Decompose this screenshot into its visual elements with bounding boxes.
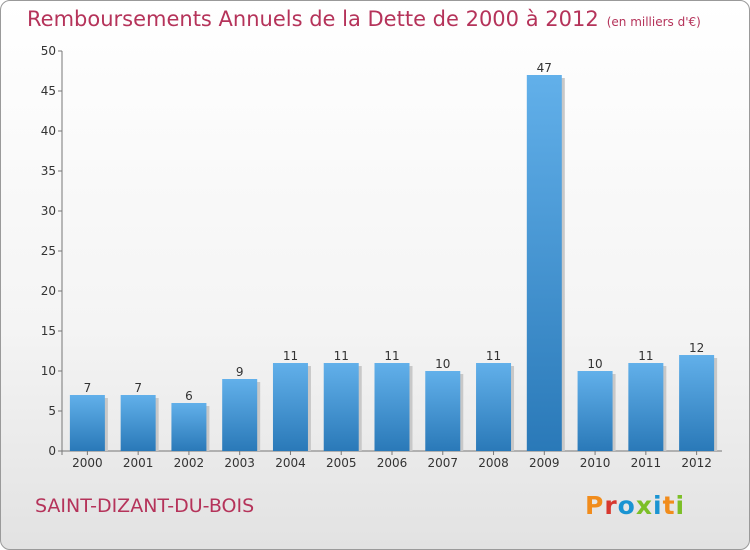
bar-2001 bbox=[120, 395, 156, 451]
x-tick-label: 2011 bbox=[631, 456, 662, 470]
x-tick-label: 2000 bbox=[72, 456, 103, 470]
y-tick-label: 30 bbox=[41, 204, 56, 218]
x-tick-label: 2006 bbox=[377, 456, 408, 470]
y-tick-label: 0 bbox=[48, 444, 56, 458]
chart-title-text: Remboursements Annuels de la Dette de 20… bbox=[27, 7, 599, 31]
bar-2004 bbox=[272, 363, 308, 451]
bar-2011 bbox=[628, 363, 664, 451]
place-name: SAINT-DIZANT-DU-BOIS bbox=[35, 495, 255, 517]
x-tick-label: 2009 bbox=[529, 456, 560, 470]
bar-2006 bbox=[374, 363, 410, 451]
chart-title: Remboursements Annuels de la Dette de 20… bbox=[27, 7, 701, 31]
x-tick-label: 2012 bbox=[681, 456, 712, 470]
bar-2005 bbox=[323, 363, 359, 451]
logo-letter: r bbox=[604, 491, 618, 520]
data-label-2009: 47 bbox=[537, 61, 552, 75]
data-label-2004: 11 bbox=[283, 349, 298, 363]
data-label-2007: 10 bbox=[435, 357, 450, 371]
data-label-2000: 7 bbox=[84, 381, 92, 395]
logo-letter: i bbox=[675, 491, 686, 520]
y-tick-label: 15 bbox=[41, 324, 56, 338]
y-tick-label: 35 bbox=[41, 164, 56, 178]
bar-2009 bbox=[526, 75, 562, 451]
x-tick-label: 2003 bbox=[224, 456, 255, 470]
x-tick-label: 2007 bbox=[427, 456, 458, 470]
data-label-2010: 10 bbox=[587, 357, 602, 371]
x-tick-label: 2008 bbox=[478, 456, 509, 470]
logo-letter: x bbox=[635, 491, 653, 520]
x-tick-label: 2010 bbox=[580, 456, 611, 470]
data-label-2002: 6 bbox=[185, 389, 193, 403]
data-label-2012: 12 bbox=[689, 341, 704, 355]
x-tick-label: 2001 bbox=[123, 456, 154, 470]
x-tick-label: 2005 bbox=[326, 456, 357, 470]
bar-2008 bbox=[476, 363, 512, 451]
data-label-2011: 11 bbox=[638, 349, 653, 363]
y-tick-label: 45 bbox=[41, 84, 56, 98]
y-tick-label: 5 bbox=[48, 404, 56, 418]
logo-letter: o bbox=[617, 491, 636, 520]
x-tick-label: 2002 bbox=[174, 456, 205, 470]
logo-letter: t bbox=[662, 491, 676, 520]
y-tick-label: 10 bbox=[41, 364, 56, 378]
bar-2003 bbox=[222, 379, 258, 451]
y-tick-label: 40 bbox=[41, 124, 56, 138]
data-label-2003: 9 bbox=[236, 365, 244, 379]
bar-2002 bbox=[171, 403, 207, 451]
bar-2007 bbox=[425, 371, 461, 451]
bar-2012 bbox=[679, 355, 715, 451]
y-tick-label: 25 bbox=[41, 244, 56, 258]
bar-2000 bbox=[69, 395, 105, 451]
y-tick-label: 50 bbox=[41, 44, 56, 58]
bar-2010 bbox=[577, 371, 613, 451]
y-tick-label: 20 bbox=[41, 284, 56, 298]
data-label-2001: 7 bbox=[134, 381, 142, 395]
chart-unit: (en milliers d'€) bbox=[606, 15, 701, 29]
data-label-2008: 11 bbox=[486, 349, 501, 363]
data-label-2006: 11 bbox=[384, 349, 399, 363]
x-tick-label: 2004 bbox=[275, 456, 306, 470]
proxiti-logo: Proxiti bbox=[585, 491, 685, 520]
logo-letter: i bbox=[653, 491, 663, 520]
logo-letter: P bbox=[585, 491, 605, 520]
data-label-2005: 11 bbox=[334, 349, 349, 363]
